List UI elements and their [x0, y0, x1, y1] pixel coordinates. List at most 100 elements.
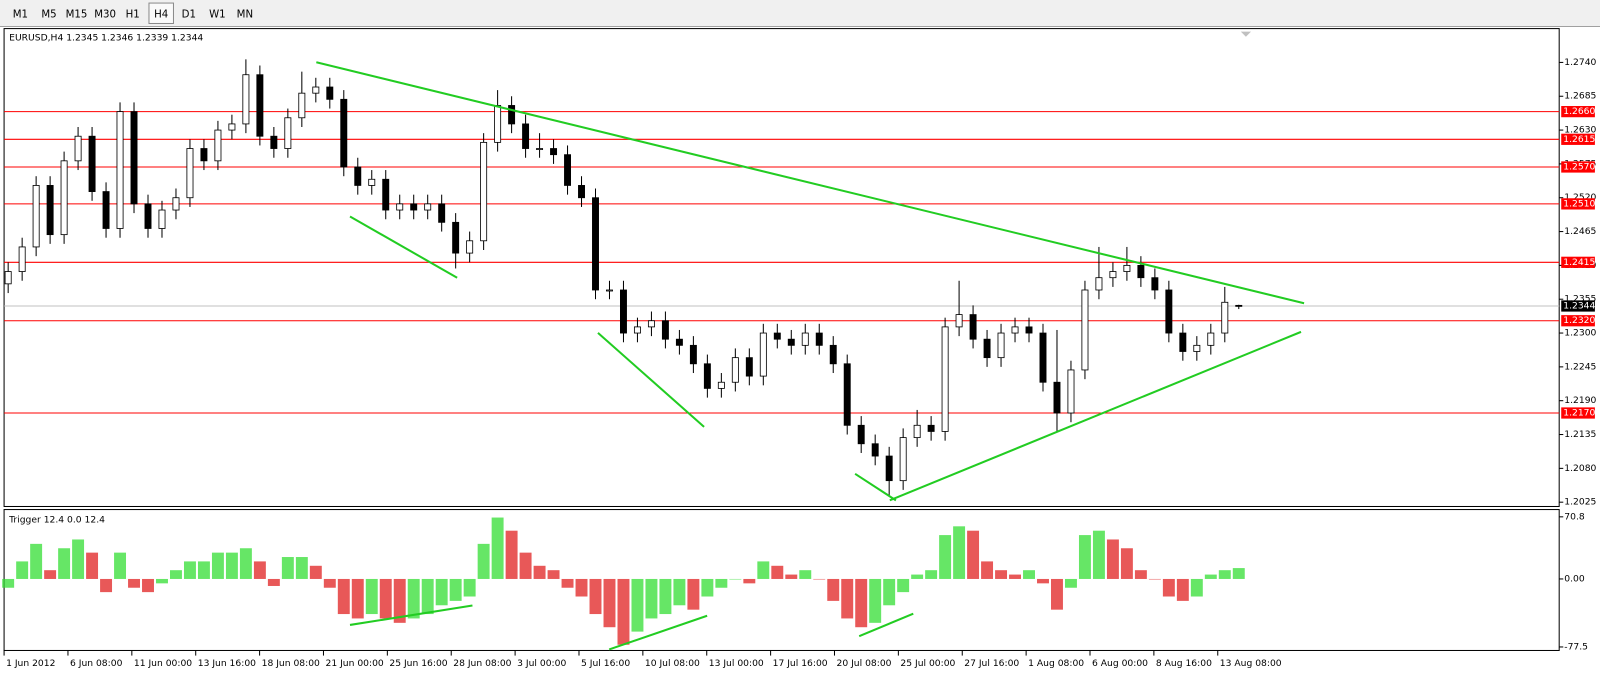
candle-body	[480, 141, 488, 242]
candle-body	[396, 203, 404, 211]
timeframe-button[interactable]	[204, 3, 231, 24]
timeframe-button[interactable]	[91, 3, 119, 24]
histogram-bar	[128, 578, 140, 588]
y-tick-label: 1.2465	[1564, 226, 1596, 237]
candle-body	[969, 314, 977, 340]
trend-line	[608, 614, 708, 651]
histogram-bar	[855, 578, 868, 628]
histogram-bar	[715, 578, 728, 588]
candle-body	[564, 154, 572, 186]
histogram-bar	[547, 570, 560, 579]
candle-body	[452, 221, 460, 254]
candle-body	[144, 203, 152, 229]
indicator-panel	[3, 509, 1560, 651]
candle-body	[256, 74, 264, 137]
level-label: 1.2415	[1563, 257, 1595, 268]
candle-body	[270, 135, 278, 149]
timeframe-button[interactable]	[36, 3, 62, 24]
histogram-bar	[463, 578, 476, 597]
histogram-bar	[86, 552, 99, 579]
candle-body	[494, 105, 502, 143]
candle-body	[1207, 332, 1215, 346]
timeframe-button[interactable]	[175, 3, 203, 24]
timeframe-label[interactable]: D1	[182, 9, 196, 20]
histogram-bar	[197, 561, 210, 579]
x-tick-label: 10 Jul 08:00	[645, 658, 700, 669]
timeframe-label[interactable]: MN	[237, 9, 253, 20]
x-tick-label: 17 Jul 16:00	[773, 658, 828, 669]
candle-body	[326, 86, 334, 100]
candle-body	[508, 105, 516, 125]
candle-body	[298, 92, 306, 119]
candle-body	[801, 332, 809, 346]
histogram-bar	[967, 530, 980, 579]
candle-body	[550, 148, 558, 156]
timeframe-label[interactable]: M30	[94, 9, 116, 20]
histogram-bar	[897, 578, 910, 593]
candle-body	[214, 129, 222, 162]
timeframe-label[interactable]: M5	[41, 9, 56, 20]
x-tick-label: 1 Aug 08:00	[1028, 658, 1084, 669]
level-badge	[1561, 256, 1595, 268]
candle-body	[410, 203, 418, 211]
candle-body	[242, 74, 250, 125]
histogram-bar	[995, 570, 1008, 579]
histogram-bar	[505, 530, 518, 579]
y-tick-label: 0.00	[1564, 573, 1585, 584]
timeframe-button[interactable]	[120, 3, 145, 24]
x-tick-label: 20 Jul 08:00	[837, 658, 892, 669]
candle-body	[130, 111, 138, 205]
histogram-bar	[351, 578, 364, 619]
candle-body	[32, 185, 40, 248]
histogram-bar	[379, 578, 392, 619]
histogram-bar	[575, 578, 588, 597]
timeframe-label[interactable]: M1	[13, 9, 28, 20]
candle-body	[871, 443, 879, 457]
histogram-bar	[757, 561, 770, 579]
candle-body	[983, 338, 991, 359]
candle-body	[633, 326, 641, 334]
level-label: 1.2570	[1563, 161, 1595, 172]
timeframe-button[interactable]	[148, 2, 174, 24]
level-label: 1.2170	[1563, 407, 1595, 418]
histogram-bar	[827, 578, 840, 601]
timeframe-label[interactable]: M15	[66, 9, 88, 20]
x-tick-label: 25 Jul 00:00	[900, 658, 955, 669]
candle-body	[829, 344, 837, 365]
candle-body	[647, 320, 655, 328]
histogram-bar	[407, 578, 420, 619]
indicator-header: Trigger 12.4 0.0 12.4	[8, 514, 105, 525]
level-badge	[1561, 315, 1595, 327]
candle-body	[284, 117, 292, 149]
level-label: 1.2320	[1563, 315, 1595, 326]
histogram-bar	[813, 578, 826, 580]
candle-body	[592, 197, 599, 291]
x-tick-label: 5 Jul 16:00	[581, 658, 630, 669]
histogram-bar	[729, 578, 742, 580]
histogram-bar	[603, 578, 616, 628]
histogram-bar	[477, 543, 490, 579]
timeframe-button[interactable]	[232, 3, 258, 24]
candle-body	[578, 185, 585, 199]
histogram-bar	[1162, 578, 1175, 597]
candle-body	[1011, 326, 1019, 334]
x-tick-label: 6 Jun 08:00	[70, 658, 123, 669]
timeframe-label[interactable]: W1	[209, 9, 226, 20]
histogram-bar	[30, 543, 43, 579]
histogram-bar	[239, 548, 252, 579]
x-tick-label: 18 Jun 08:00	[262, 658, 320, 669]
histogram-bar	[58, 548, 71, 579]
candle-body	[354, 166, 362, 186]
histogram-bar	[701, 578, 714, 597]
timeframe-label[interactable]: H4	[154, 9, 168, 20]
timeframe-label[interactable]: H1	[126, 9, 140, 20]
y-tick-label: 1.2630	[1564, 125, 1596, 136]
histogram-bar	[883, 578, 896, 606]
histogram-bar	[393, 578, 406, 623]
timeframe-button[interactable]	[8, 3, 33, 24]
timeframe-button[interactable]	[63, 3, 90, 24]
candles	[4, 59, 1243, 497]
y-tick-label: 70.8	[1564, 511, 1585, 522]
candle-body	[74, 135, 82, 162]
candle-body	[1137, 264, 1145, 279]
